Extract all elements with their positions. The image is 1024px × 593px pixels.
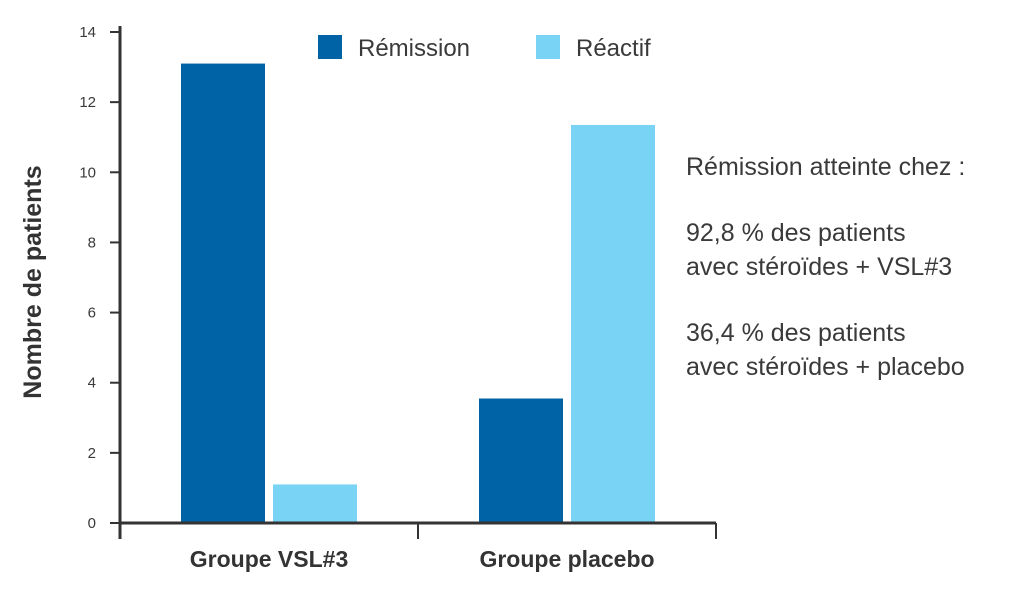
- annotation-placebo: 36,4 % des patients avec stéroïdes + pla…: [686, 316, 1016, 384]
- x-tick-label: Groupe VSL#3: [190, 546, 348, 572]
- bars: [181, 63, 655, 524]
- legend-swatch: [318, 35, 342, 59]
- y-tick-label: 4: [88, 375, 96, 392]
- bar-reactif-vsl3: [273, 484, 357, 523]
- annotation-heading: Rémission atteinte chez :: [686, 153, 966, 181]
- y-tick-label: 2: [88, 445, 96, 462]
- annotation-vsl3-line1: 92,8 % des patients: [686, 219, 906, 247]
- x-axis: Groupe VSL#3 Groupe placebo: [119, 521, 717, 572]
- bar-remission-placebo: [479, 398, 563, 523]
- legend-label: Rémission: [358, 35, 470, 62]
- annotation-placebo-line1: 36,4 % des patients: [686, 319, 906, 347]
- y-tick-label: 10: [79, 164, 96, 181]
- annotation-vsl3-line2: avec stéroïdes + VSL#3: [686, 253, 953, 281]
- bar-reactif-placebo: [571, 124, 655, 524]
- y-axis-label: Nombre de patients: [19, 165, 47, 398]
- y-tick-label: 14: [79, 24, 96, 41]
- y-tick-label: 8: [88, 234, 96, 251]
- legend-swatch: [536, 35, 560, 59]
- legend: Rémission Réactif: [318, 35, 651, 62]
- legend-label: Réactif: [576, 35, 651, 62]
- bar-remission-vsl3: [181, 63, 265, 524]
- annotation-placebo-line2: avec stéroïdes + placebo: [686, 353, 965, 381]
- annotation-vsl3: 92,8 % des patients avec stéroïdes + VSL…: [686, 216, 1016, 284]
- y-tick-label: 12: [79, 94, 96, 111]
- y-tick-label: 6: [88, 305, 96, 322]
- remission-annotation: Rémission atteinte chez : 92,8 % des pat…: [686, 150, 1016, 416]
- y-tick-label: 0: [88, 515, 96, 532]
- y-axis: 0 2 4 6 8 10 12 14: [79, 24, 122, 539]
- x-tick-label: Groupe placebo: [479, 546, 654, 572]
